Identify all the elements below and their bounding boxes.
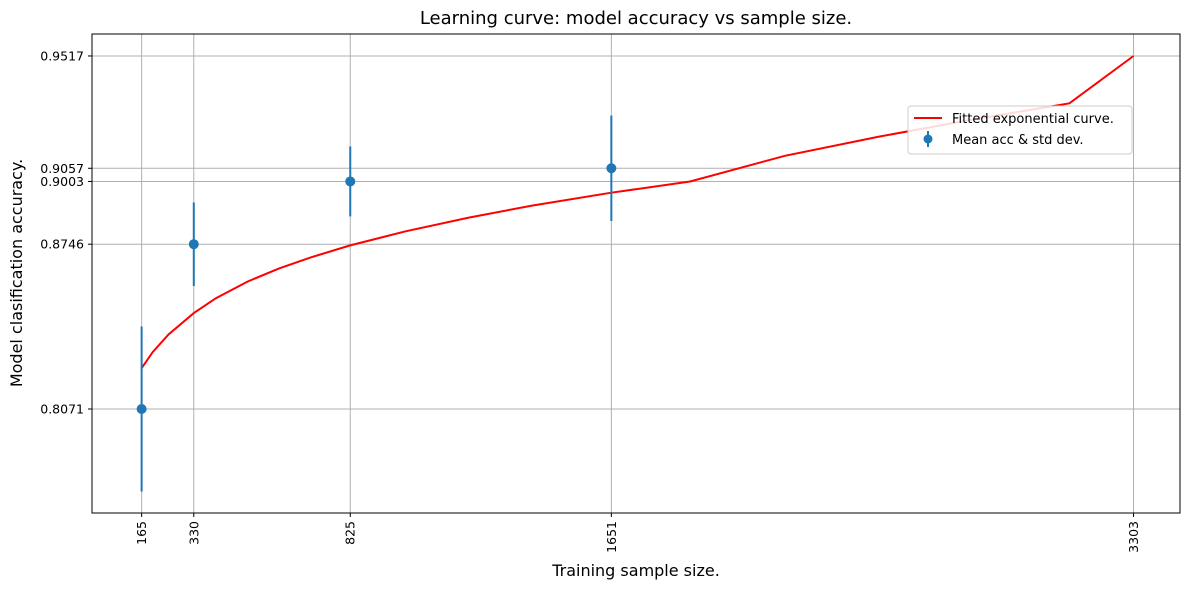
y-tick-label: 0.9003: [40, 174, 84, 189]
x-tick-label: 3303: [1126, 521, 1141, 553]
legend-box: [907, 105, 1133, 155]
data-point: [188, 239, 199, 250]
legend-label-curve: Fitted exponential curve.: [952, 112, 1114, 127]
fitted-curve: [140, 55, 1135, 369]
legend-label-points: Mean acc & std dev.: [952, 133, 1084, 148]
legend-swatch-point: [923, 134, 933, 144]
y-tick-label: 0.8071: [40, 401, 84, 416]
data-point: [136, 403, 147, 414]
data-point: [606, 163, 617, 174]
x-axis: 165 330 825 1651 3303: [134, 513, 1141, 553]
grid-lines: [92, 34, 1180, 513]
y-tick-label: 0.9057: [40, 161, 84, 176]
plot-frame: [91, 33, 1181, 514]
fitted-curve-line: [140, 55, 1135, 369]
x-tick-label: 330: [186, 521, 201, 545]
x-axis-title: Training sample size.: [551, 561, 720, 580]
legend: Fitted exponential curve. Mean acc & std…: [907, 105, 1133, 155]
data-points: [136, 163, 617, 414]
x-tick-label: 825: [343, 521, 358, 545]
chart-title: Learning curve: model accuracy vs sample…: [420, 8, 852, 29]
y-tick-label: 0.8746: [40, 237, 84, 252]
y-tick-label: 0.9517: [40, 48, 84, 63]
y-axis-title: Model clasification accuracy.: [7, 159, 26, 387]
x-tick-label: 165: [134, 521, 149, 545]
x-tick-label: 1651: [604, 521, 619, 553]
data-point: [345, 176, 356, 187]
